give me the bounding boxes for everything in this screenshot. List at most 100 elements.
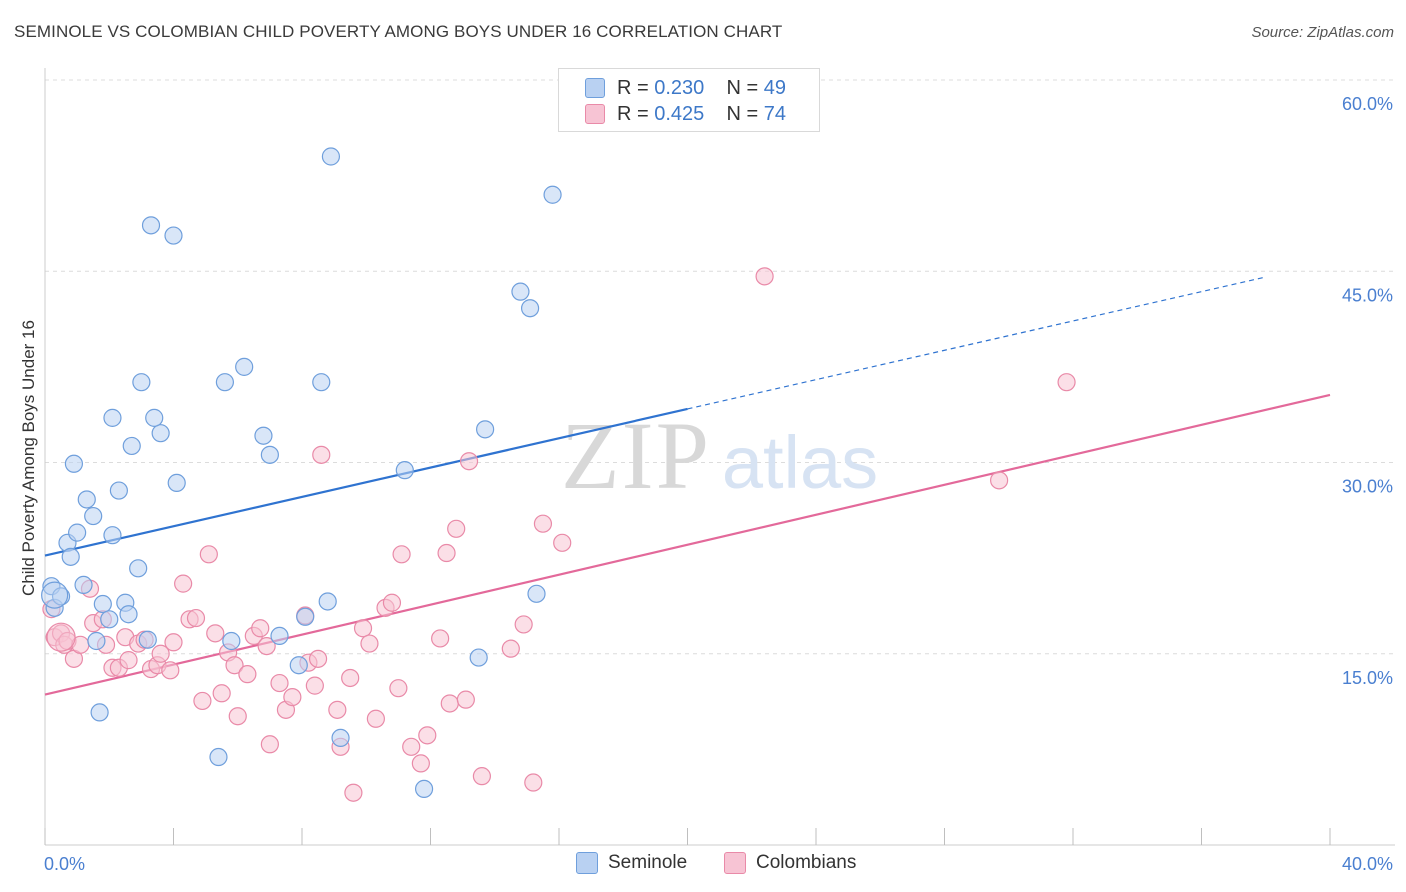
seminole-point: [51, 587, 71, 606]
colombian-point: [328, 700, 347, 719]
colombian-point: [228, 707, 247, 726]
colombian-legend-swatch: [724, 852, 746, 874]
colombian-point: [418, 726, 437, 745]
seminole-point: [61, 547, 80, 566]
colombian-point: [360, 634, 379, 653]
r-value: 0.230: [654, 76, 705, 99]
watermark: ZIP atlas: [561, 402, 878, 509]
colombian-point: [270, 673, 289, 693]
seminole-point: [151, 424, 170, 443]
tick-labels: 15.0% 30.0% 45.0% 60.0% 0.0% 40.0%: [44, 94, 1393, 874]
legend-row-colombians: R = 0.425 N = 74: [585, 102, 786, 126]
colombian-point: [193, 691, 212, 711]
colombian-point: [459, 452, 479, 471]
seminole-point: [321, 147, 341, 166]
n-label: N =: [726, 102, 764, 125]
colombian-point: [447, 519, 466, 538]
x-tick-label-min: 0.0%: [44, 854, 85, 874]
colombian-point: [283, 687, 302, 707]
colombian-point: [238, 665, 257, 684]
chart-title: SEMINOLE VS COLOMBIAN CHILD POVERTY AMON…: [14, 22, 783, 41]
seminole-point: [215, 373, 234, 392]
seminole-point: [520, 299, 540, 318]
y-tick-label: 60.0%: [1342, 94, 1393, 114]
seminole-point: [103, 526, 122, 545]
colombian-point: [312, 445, 331, 464]
seminole-point: [122, 436, 141, 456]
x-tick-label-max: 40.0%: [1342, 854, 1393, 874]
seminole-point: [141, 216, 161, 235]
colombian-point: [225, 656, 244, 675]
colombian-point: [161, 661, 180, 680]
seminole-point: [119, 605, 138, 624]
seminole-trend-extension: [687, 276, 1266, 410]
seminole-legend-swatch: [576, 852, 598, 874]
colombian-point: [755, 267, 774, 286]
seminole-point: [64, 454, 84, 473]
seminole-point: [90, 703, 109, 722]
seminole-swatch: [585, 78, 605, 98]
seminole-point: [331, 728, 350, 748]
colombian-point: [251, 619, 270, 638]
legend-item-seminole: Seminole: [576, 852, 687, 874]
seminole-point: [132, 373, 151, 392]
seminole-point: [41, 581, 69, 609]
colombian-point: [341, 668, 360, 688]
colombian-point: [392, 545, 411, 564]
colombian-point: [501, 639, 520, 658]
r-label: R =: [617, 76, 655, 99]
seminole-point: [93, 594, 112, 614]
legend-row-seminole: R = 0.230 N = 49: [585, 76, 786, 100]
seminole-point: [68, 523, 87, 542]
seminole-point: [109, 481, 128, 500]
seminole-point: [222, 631, 241, 651]
colombian-point: [440, 694, 459, 713]
n-label: N =: [726, 76, 764, 99]
seminole-point: [84, 506, 103, 526]
colombian-point: [472, 767, 491, 786]
seminole-point: [312, 373, 331, 392]
colombian-point: [524, 773, 543, 792]
colombian-point: [186, 608, 206, 628]
seminole-point: [270, 626, 289, 646]
y-tick-label: 45.0%: [1342, 285, 1393, 305]
seminole-point: [87, 631, 106, 651]
correlation-legend: R = 0.230 N = 49 R = 0.425 N = 74: [558, 68, 820, 132]
legend-item-colombians: Colombians: [724, 852, 856, 874]
colombian-point: [174, 574, 193, 593]
colombian-point: [164, 633, 183, 652]
seminole-point: [235, 357, 254, 376]
axes: [44, 68, 1395, 846]
seminole-point: [74, 575, 93, 595]
y-axis-label: Child Poverty Among Boys Under 16: [19, 320, 38, 596]
seminole-point: [100, 610, 119, 629]
seminole-point: [511, 282, 530, 301]
seminole-trend-line: [44, 407, 688, 557]
seminole-point: [318, 592, 337, 611]
colombian-point: [257, 636, 276, 656]
colombian-point: [411, 754, 430, 773]
colombian-points: [42, 267, 1076, 802]
colombian-point: [353, 619, 373, 638]
colombian-point: [382, 593, 402, 612]
colombian-point: [344, 783, 363, 802]
colombian-point: [366, 709, 385, 728]
seminole-point: [469, 648, 488, 667]
seminole-point: [476, 420, 495, 439]
seminole-point: [77, 490, 96, 509]
colombian-point: [553, 533, 572, 552]
colombian-point: [533, 514, 553, 533]
legend-label-colombians: Colombians: [756, 852, 857, 873]
colombian-point: [305, 676, 324, 695]
colombian-point: [402, 737, 421, 756]
colombian-swatch: [585, 104, 605, 124]
watermark-zip: ZIP: [561, 402, 711, 509]
colombian-point: [206, 624, 225, 643]
y-tick-label: 30.0%: [1342, 477, 1393, 497]
source-label: Source: ZipAtlas.com: [1251, 24, 1394, 41]
colombian-point: [46, 622, 76, 652]
colombian-point: [990, 471, 1009, 490]
seminole-point: [289, 656, 308, 675]
seminole-point: [296, 607, 315, 626]
